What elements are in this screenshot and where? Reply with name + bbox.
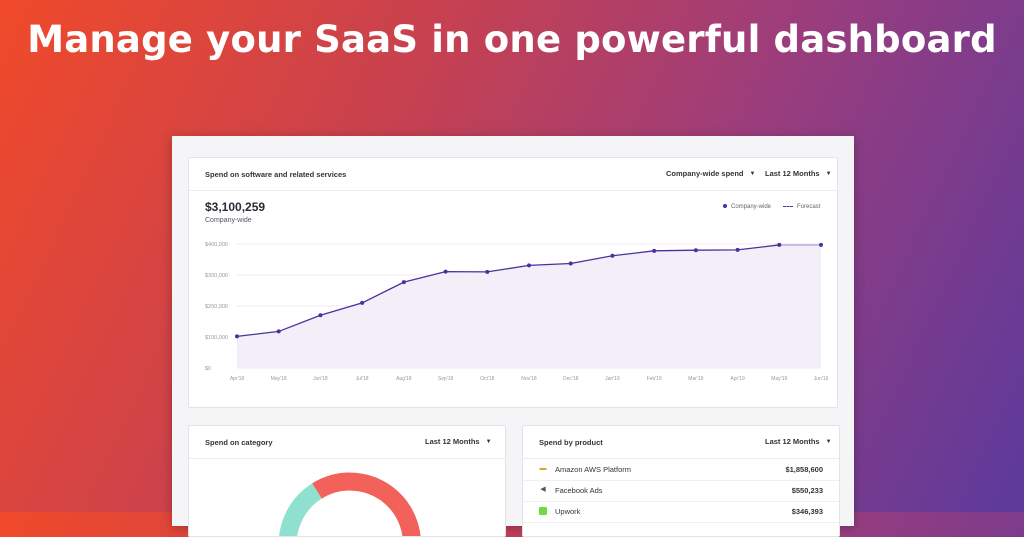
product-name: Facebook Ads	[555, 486, 603, 495]
y-tick-label: $400,000	[205, 242, 228, 248]
data-point	[610, 253, 615, 258]
legend-dot-icon	[723, 204, 727, 209]
category-card-title: Spend on category	[205, 438, 273, 447]
caret-down-icon: ▼	[485, 439, 492, 445]
data-point	[360, 300, 365, 305]
aws-icon: ▬	[539, 465, 547, 472]
company-wide-spend-label: Company-wide spend	[666, 169, 744, 178]
data-point	[527, 263, 531, 268]
spend-line-chart: $0 $100,000 $200,000 $300,000 $400,000 Apr'18…	[205, 242, 829, 382]
period-label: Last 12 Months	[765, 169, 820, 178]
y-tick-label: $200,000	[205, 304, 228, 310]
caret-down-icon: ▼	[825, 171, 832, 177]
product-period-dropdown[interactable]: Last 12 Months ▼	[765, 437, 832, 446]
company-wide-spend-dropdown[interactable]: Company-wide spend ▼	[666, 169, 755, 178]
data-point	[276, 329, 281, 334]
data-point	[652, 248, 657, 253]
y-tick-label: $100,000	[205, 335, 228, 341]
spend-card-title: Spend on software and related services	[205, 170, 347, 179]
data-point	[693, 248, 698, 253]
legend-actual-label: Company-wide	[731, 204, 772, 210]
headline: Manage your SaaS in one powerful dashboa…	[27, 18, 997, 61]
upwork-icon	[539, 507, 547, 515]
x-tick-label: Aug'18	[396, 376, 412, 382]
product-row[interactable]: ▬ Amazon AWS Platform $1,858,600	[523, 460, 839, 481]
product-card: Spend by product Last 12 Months ▼ ▬ Amazo…	[522, 425, 840, 537]
total-spend-label: Company-wide	[205, 217, 252, 224]
legend-dash-icon	[783, 205, 793, 207]
product-card-title: Spend by product	[539, 438, 603, 447]
x-tick-label: Feb'19	[647, 376, 662, 382]
x-tick-label: Jul'18	[356, 376, 369, 382]
x-tick-label: Oct'18	[480, 376, 495, 382]
product-name: Amazon AWS Platform	[555, 465, 631, 474]
x-tick-label: Sep'18	[438, 376, 454, 382]
category-period-label: Last 12 Months	[425, 437, 480, 446]
x-tick-label: Apr'18	[230, 376, 245, 382]
caret-down-icon: ▼	[825, 439, 832, 445]
donut-segment-teal	[279, 483, 323, 536]
y-tick-label: $300,000	[205, 273, 228, 279]
data-point	[777, 242, 782, 247]
data-point	[443, 269, 448, 274]
x-tick-label: Apr'19	[730, 376, 745, 382]
product-row[interactable]: Upwork $346,393	[523, 502, 839, 523]
x-tick-label: Dec'18	[563, 376, 579, 382]
category-card: Spend on category Last 12 Months ▼	[188, 425, 506, 537]
x-tick-label: May'19	[771, 376, 787, 382]
spend-card: Spend on software and related services C…	[188, 157, 838, 408]
y-tick-label: $0	[205, 366, 211, 372]
x-tick-label: Nov'18	[521, 376, 537, 382]
category-donut-chart	[279, 472, 421, 536]
caret-down-icon: ▼	[749, 171, 756, 177]
product-card-header: Spend by product Last 12 Months ▼	[523, 426, 839, 459]
legend-forecast-label: Forecast	[797, 204, 821, 210]
legend-forecast: Forecast	[783, 204, 820, 210]
data-point	[735, 247, 740, 252]
data-point	[235, 334, 239, 339]
x-tick-label: Jun'19	[814, 376, 829, 382]
product-value: $550,233	[791, 486, 823, 495]
spend-card-header: Spend on software and related services C…	[189, 158, 837, 191]
x-tick-label: Mar'19	[688, 376, 703, 382]
category-period-dropdown[interactable]: Last 12 Months ▼	[425, 437, 492, 446]
period-dropdown[interactable]: Last 12 Months ▼	[765, 169, 832, 178]
data-point	[401, 280, 406, 285]
data-point	[568, 261, 573, 266]
data-point	[485, 269, 490, 274]
product-period-label: Last 12 Months	[765, 437, 820, 446]
data-point	[318, 313, 323, 318]
total-spend-amount: $3,100,259	[205, 200, 266, 214]
legend-actual: Company-wide	[723, 204, 771, 210]
category-card-header: Spend on category Last 12 Months ▼	[189, 426, 505, 459]
megaphone-icon: ◀	[540, 486, 546, 493]
x-tick-label: May'18	[271, 376, 287, 382]
x-tick-label: Jun'18	[313, 376, 328, 382]
chart-area	[237, 244, 821, 368]
donut-segment-red	[312, 472, 421, 536]
series-line-company-wide	[236, 244, 780, 338]
dashboard-frame: Spend on software and related services C…	[172, 136, 854, 537]
data-point	[819, 242, 823, 247]
product-value: $1,858,600	[785, 465, 823, 474]
x-tick-label: Jan'19	[605, 376, 620, 382]
product-row[interactable]: ◀ Facebook Ads $550,233	[523, 481, 839, 502]
